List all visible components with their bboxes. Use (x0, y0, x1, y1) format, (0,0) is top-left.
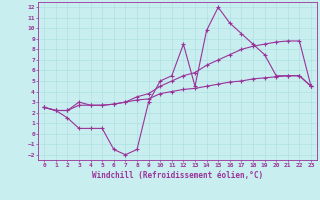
X-axis label: Windchill (Refroidissement éolien,°C): Windchill (Refroidissement éolien,°C) (92, 171, 263, 180)
